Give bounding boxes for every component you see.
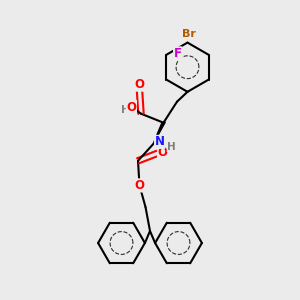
Text: N: N: [154, 135, 165, 148]
Text: H: H: [121, 105, 130, 115]
Polygon shape: [153, 122, 165, 144]
Text: O: O: [134, 78, 145, 91]
Text: O: O: [134, 179, 145, 192]
Text: O: O: [126, 100, 136, 114]
Text: F: F: [174, 47, 182, 60]
Text: Br: Br: [182, 28, 196, 39]
Text: O: O: [158, 146, 168, 159]
Text: H: H: [167, 142, 176, 152]
